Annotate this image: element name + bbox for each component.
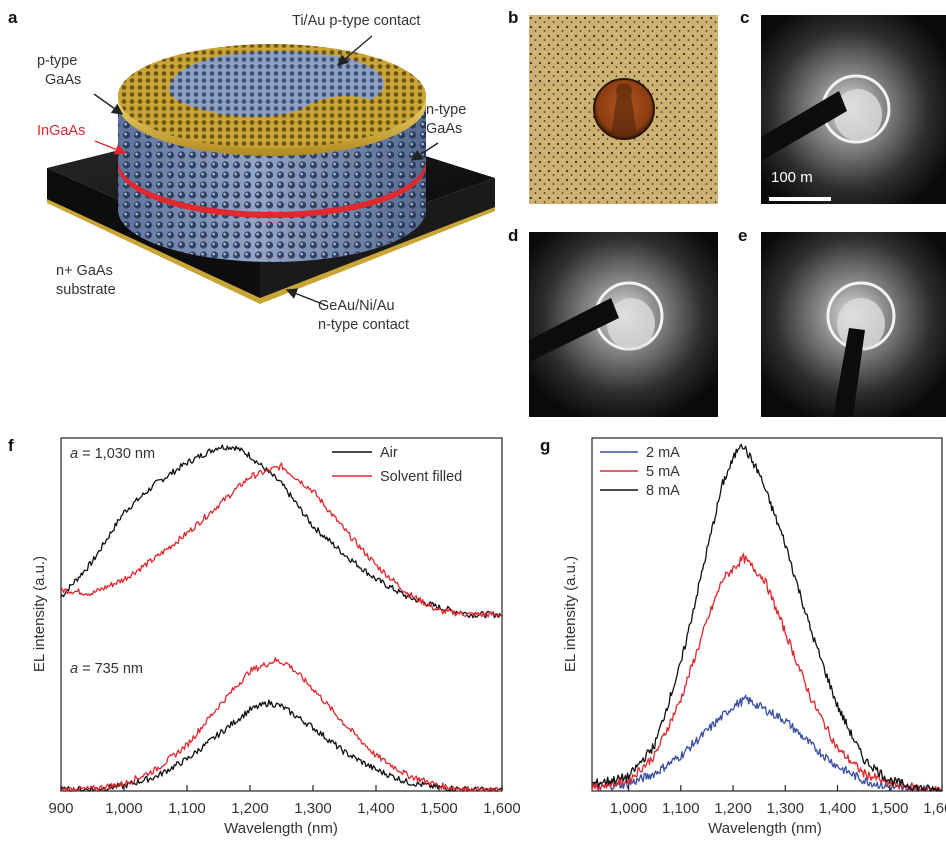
device-illustration	[47, 44, 495, 304]
contact-shadow	[611, 83, 637, 135]
legend: Air Solvent filled	[332, 445, 462, 485]
legend-label-2-ma: 2 mA	[646, 445, 680, 461]
label-n-type-line2: GaAs	[426, 121, 463, 137]
label-bottom-contact: GeAu/Ni/Au n-type contact	[318, 297, 409, 335]
el-image-e	[761, 232, 946, 417]
x-tick-label: 1,500	[420, 800, 458, 817]
micrograph-image	[529, 15, 718, 204]
x-tick-label: 1,000	[610, 800, 648, 817]
chart-g: 1,000 1,100 1,200 1,300 1,400 1,500 1,600 EL i…	[562, 437, 946, 837]
series-line-solvent-filled-1	[60, 462, 503, 618]
legend-label-air: Air	[380, 445, 398, 461]
x-tick-label: 1,400	[819, 800, 857, 817]
x-tick-label: 1,400	[357, 800, 395, 817]
x-tick-label: 900	[48, 800, 73, 817]
series-group	[60, 444, 503, 792]
x-tick-label: 1,100	[662, 800, 700, 817]
label-ingaas: InGaAs	[37, 123, 86, 139]
annotation-a-735: a = 735 nm	[70, 661, 143, 677]
label-substrate: n+ GaAs substrate	[56, 262, 116, 300]
label-top-contact: Ti/Au p-type contact	[292, 13, 421, 29]
x-tick-label: 1,200	[714, 800, 752, 817]
y-axis-label: EL intensity (a.u.)	[562, 556, 579, 672]
el-image-c: 100 m	[761, 15, 946, 204]
plot-frame	[591, 437, 943, 792]
x-tick-label: 1,600	[483, 800, 520, 817]
el-image-d-graphic	[529, 232, 718, 417]
x-tick-label: 1,200	[231, 800, 269, 817]
x-tick-group: 900 1,000 1,100 1,200 1,300 1,400 1,500 1,600	[48, 785, 520, 817]
series-line-5-ma-1	[591, 553, 943, 792]
label-p-type: p-type GaAs	[37, 52, 81, 90]
x-axis-label: Wavelength (nm)	[224, 820, 338, 837]
probe-needle	[833, 328, 865, 417]
x-tick-label: 1,300	[767, 800, 805, 817]
panel-label-a: a	[8, 8, 18, 27]
arrow-n-type	[410, 142, 439, 161]
x-tick-label: 1,300	[294, 800, 332, 817]
label-n-type-line1: n-type	[426, 102, 467, 118]
label-substrate-line1: n+ GaAs	[56, 263, 113, 279]
annotation-a-1030: a = 1,030 nm	[70, 446, 155, 462]
label-substrate-line2: substrate	[56, 282, 116, 298]
panel-label-d: d	[508, 226, 519, 245]
panel-label-f: f	[8, 436, 14, 455]
x-tick-label: 1,500	[871, 800, 909, 817]
el-image-c-graphic	[761, 15, 946, 204]
x-tick-label: 1,100	[168, 800, 206, 817]
label-n-type: n-type GaAs	[426, 101, 466, 139]
series-line-air-0	[60, 444, 503, 619]
label-p-type-line1: p-type	[37, 53, 78, 69]
panel-label-b: b	[508, 8, 519, 27]
label-p-type-line2: GaAs	[45, 72, 82, 88]
x-tick-group: 1,000 1,100 1,200 1,300 1,400 1,500 1,600	[610, 785, 946, 817]
probe-needle	[761, 91, 847, 161]
arrow-ingaas	[94, 140, 127, 155]
legend: 2 mA 5 mA 8 mA	[600, 445, 680, 499]
optical-micrograph	[529, 15, 718, 204]
annotation-arrows	[93, 35, 439, 306]
arrow-top-contact	[336, 35, 373, 66]
chart-f: 900 1,000 1,100 1,200 1,300 1,400 1,500 1,600 E…	[31, 437, 520, 837]
scalebar-label: 100 m	[771, 169, 813, 186]
pillar-top-opening	[169, 51, 385, 117]
series-line-2-ma-0	[591, 694, 943, 792]
y-axis-label: EL intensity (a.u.)	[31, 556, 48, 672]
arrow-p-type	[93, 93, 124, 115]
arrow-bottom-contact	[285, 288, 326, 306]
probe-needle	[529, 298, 619, 362]
series-line-8-ma-2	[591, 443, 943, 792]
el-image-e-graphic	[761, 232, 946, 417]
label-bottom-contact-line1: GeAu/Ni/Au	[318, 298, 395, 314]
series-line-solvent-filled-3	[60, 657, 502, 792]
el-image-d	[529, 232, 718, 417]
x-tick-label: 1,600	[923, 800, 946, 817]
legend-label-5-ma: 5 mA	[646, 464, 680, 480]
scalebar	[769, 197, 831, 201]
plot-frame	[60, 437, 503, 792]
legend-label-solvent: Solvent filled	[380, 469, 462, 485]
panel-label-c: c	[740, 8, 750, 27]
series-line-air-2	[60, 699, 503, 792]
label-bottom-contact-line2: n-type contact	[318, 317, 410, 333]
x-tick-label: 1,000	[105, 800, 143, 817]
device-schematic: Ti/Au p-type contact p-type GaAs InGaAs …	[0, 0, 500, 340]
panel-label-g: g	[540, 436, 551, 455]
panel-label-e: e	[738, 226, 748, 245]
legend-label-8-ma: 8 mA	[646, 483, 680, 499]
series-group	[591, 443, 943, 792]
x-axis-label: Wavelength (nm)	[708, 820, 822, 837]
